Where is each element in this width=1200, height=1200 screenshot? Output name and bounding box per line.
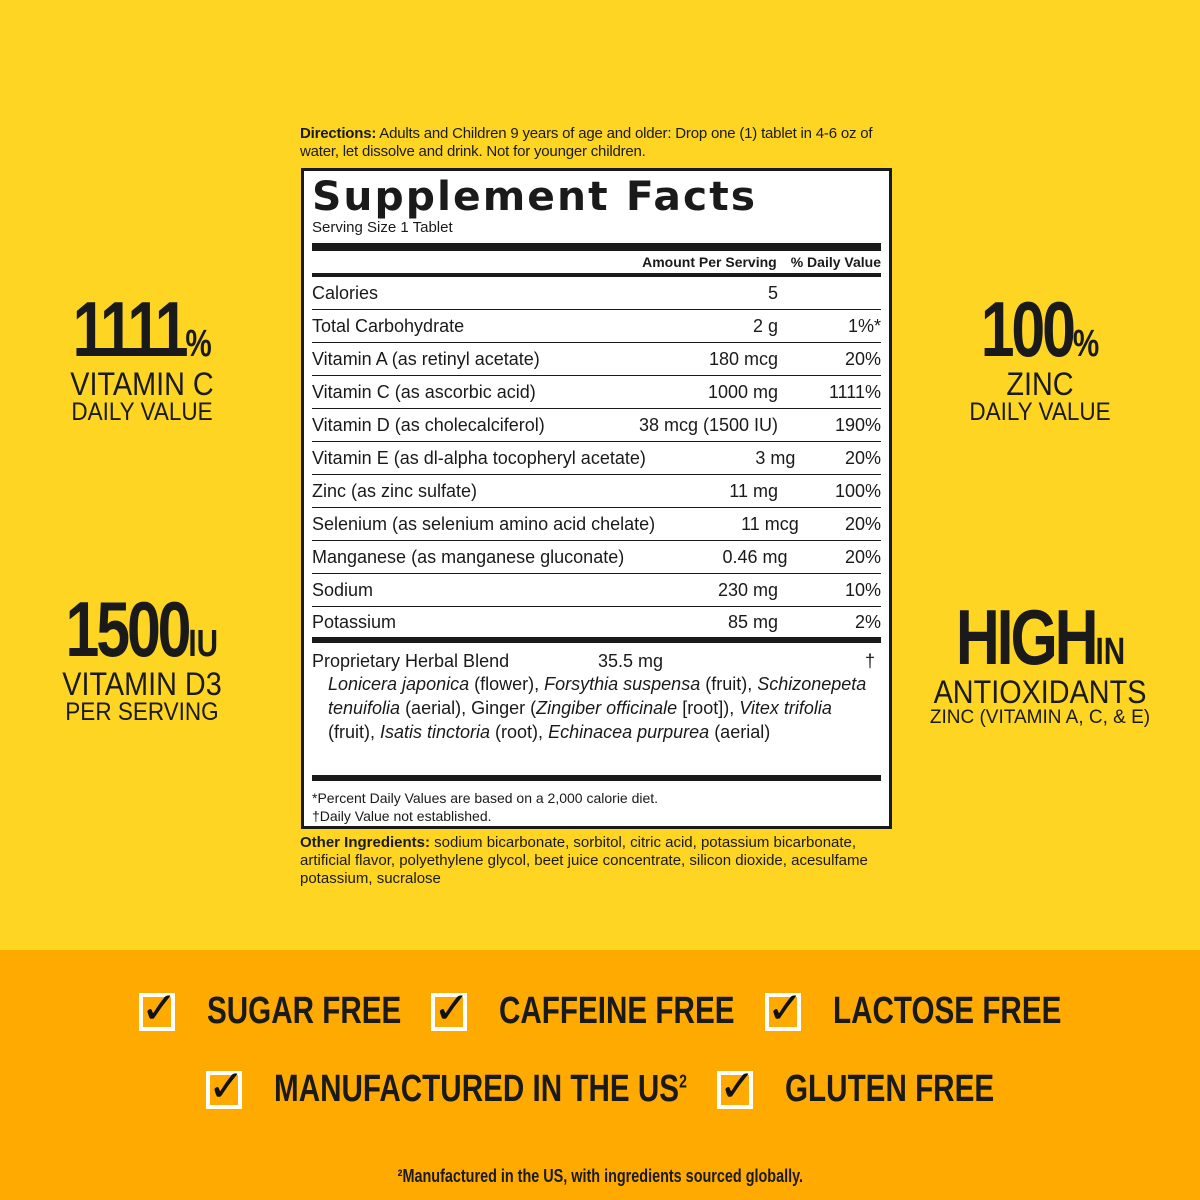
divider bbox=[312, 243, 881, 251]
herbal-blend-row: Proprietary Herbal Blend 35.5 mg † Lonicer… bbox=[312, 643, 881, 781]
nutrient-dv: 1111% bbox=[828, 381, 881, 402]
nutrient-dv: 20% bbox=[844, 348, 881, 369]
checkbox-checked-icon bbox=[205, 1061, 245, 1112]
nutrient-row: Vitamin D (as cholecalciferol) 38 mcg (15… bbox=[312, 409, 881, 442]
nutrient-row: Calories 5 bbox=[312, 277, 881, 310]
nutrient-row: Vitamin C (as ascorbic acid) 1000 mg 1111% bbox=[312, 376, 881, 409]
blend-part: [root]), bbox=[677, 698, 740, 718]
nutrient-row: Manganese (as manganese gluconate) 0.46 m… bbox=[312, 541, 881, 574]
checkbox-checked-icon bbox=[716, 1061, 756, 1112]
nutrient-dv: 1%* bbox=[847, 315, 881, 336]
check-row-1: SUGAR FREE CAFFEINE FREE LACTOSE FREE bbox=[0, 983, 1200, 1034]
bottom-band bbox=[0, 950, 1200, 1200]
blend-part: Vitex trifolia bbox=[739, 698, 832, 718]
facts-title: Supplement Facts bbox=[312, 174, 758, 220]
nutrient-name: Vitamin C (as ascorbic acid) bbox=[312, 381, 536, 402]
nutrient-row: Vitamin E (as dl-alpha tocopheryl acetat… bbox=[312, 442, 881, 475]
blend-part: (fruit), bbox=[328, 722, 380, 742]
checkbox-checked-icon bbox=[764, 983, 804, 1034]
nutrient-name: Calories bbox=[312, 282, 379, 303]
nutrient-amount: 5 bbox=[767, 282, 778, 303]
claim-check: MANUFACTURED IN THE US2 bbox=[205, 1061, 687, 1112]
nutrient-name: Vitamin A (as retinyl acetate) bbox=[312, 348, 540, 369]
footnotes: *Percent Daily Values are based on a 2,0… bbox=[312, 790, 659, 824]
blend-part: (aerial), Ginger ( bbox=[400, 698, 537, 718]
nutrient-dv: 20% bbox=[844, 513, 881, 534]
claim-vitamin-d3: 1500IU VITAMIN D3 PER SERVING bbox=[62, 585, 222, 726]
nutrient-amount: 3 mg bbox=[755, 447, 796, 468]
claim-check: GLUTEN FREE bbox=[716, 1061, 995, 1112]
nutrient-amount: 11 mcg bbox=[741, 513, 799, 534]
nutrient-row: Potassium 85 mg 2% bbox=[312, 607, 881, 643]
claim-antioxidants: HIGHIN ANTIOXIDANTS ZINC (VITAMIN A, C, &… bbox=[929, 593, 1151, 728]
other-ingredients: Other Ingredients: sodium bicarbonate, s… bbox=[300, 834, 868, 887]
claim-zinc: 100% ZINC DAILY VALUE bbox=[969, 285, 1111, 426]
nutrient-amount: 2 g bbox=[752, 315, 778, 336]
nutrient-dv: 190% bbox=[834, 414, 881, 435]
claim-check: LACTOSE FREE bbox=[764, 983, 1062, 1034]
nutrient-name: Manganese (as manganese gluconate) bbox=[312, 546, 625, 567]
nutrient-name: Sodium bbox=[312, 579, 374, 600]
blend-part: (fruit), bbox=[700, 674, 758, 694]
nutrient-name: Vitamin E (as dl-alpha tocopheryl acetat… bbox=[312, 447, 646, 468]
check-label: CAFFEINE FREE bbox=[499, 990, 735, 1032]
check-label: MANUFACTURED IN THE US2 bbox=[273, 1068, 687, 1110]
nutrient-row: Total Carbohydrate 2 g 1%* bbox=[312, 310, 881, 343]
blend-part: Forsythia suspensa bbox=[544, 674, 701, 694]
checkbox-checked-icon bbox=[431, 983, 470, 1034]
serving-size: Serving Size 1 Tablet bbox=[312, 219, 453, 236]
blend-part: Schizonepeta tenuifolia bbox=[328, 674, 867, 718]
blend-part: Zingiber officinale bbox=[536, 698, 678, 718]
blend-part: Lonicera japonica bbox=[328, 674, 470, 694]
blend-ingredients: Lonicera japonica (flower), Forsythia su… bbox=[312, 672, 881, 744]
check-label: SUGAR FREE bbox=[206, 990, 402, 1032]
blend-part: Echinacea purpurea bbox=[548, 722, 710, 742]
blend-part: (root), bbox=[490, 722, 549, 742]
nutrient-name: Total Carbohydrate bbox=[312, 315, 465, 336]
nutrient-name: Zinc (as zinc sulfate) bbox=[312, 480, 478, 501]
nutrient-amount: 38 mcg (1500 IU) bbox=[638, 414, 778, 435]
nutrient-amount: 0.46 mg bbox=[722, 546, 788, 567]
check-row-2: MANUFACTURED IN THE US2 GLUTEN FREE bbox=[0, 1061, 1200, 1112]
supplement-facts-panel: Supplement Facts Serving Size 1 Tablet A… bbox=[301, 168, 892, 829]
column-headers: Amount Per Serving% Daily Value bbox=[312, 251, 881, 277]
checkbox-checked-icon bbox=[138, 983, 178, 1034]
nutrient-row: Selenium (as selenium amino acid chelate… bbox=[312, 508, 881, 541]
blend-part: Isatis tinctoria bbox=[380, 722, 491, 742]
claim-vitamin-c: 1111% VITAMIN C DAILY VALUE bbox=[70, 285, 214, 426]
blend-part: (flower), bbox=[469, 674, 545, 694]
nutrient-dv: 20% bbox=[844, 447, 881, 468]
nutrient-row: Vitamin A (as retinyl acetate) 180 mcg 20% bbox=[312, 343, 881, 376]
nutrient-dv: 2% bbox=[854, 611, 881, 632]
blend-part: (aerial) bbox=[709, 722, 771, 742]
nutrient-amount: 11 mg bbox=[729, 480, 778, 501]
nutrient-amount: 180 mcg bbox=[708, 348, 778, 369]
nutrient-name: Potassium bbox=[312, 611, 397, 632]
check-label: LACTOSE FREE bbox=[832, 990, 1062, 1032]
claim-check: SUGAR FREE bbox=[138, 983, 402, 1034]
nutrient-amount: 85 mg bbox=[727, 611, 778, 632]
nutrient-name: Vitamin D (as cholecalciferol) bbox=[312, 414, 545, 435]
nutrient-row: Sodium 230 mg 10% bbox=[312, 574, 881, 607]
nutrient-amount: 230 mg bbox=[717, 579, 778, 600]
nutrient-dv: 100% bbox=[834, 480, 881, 501]
nutrient-row: Zinc (as zinc sulfate) 11 mg 100% bbox=[312, 475, 881, 508]
claim-check: CAFFEINE FREE bbox=[431, 983, 735, 1034]
directions: Directions: Adults and Children 9 years … bbox=[300, 125, 873, 160]
check-label: GLUTEN FREE bbox=[784, 1068, 995, 1110]
nutrient-dv: 20% bbox=[844, 546, 881, 567]
nutrient-dv: 10% bbox=[844, 579, 881, 600]
footnote: ²Manufactured in the US, with ingredient… bbox=[397, 1166, 803, 1186]
nutrient-name: Selenium (as selenium amino acid chelate… bbox=[312, 513, 656, 534]
nutrient-amount: 1000 mg bbox=[707, 381, 778, 402]
